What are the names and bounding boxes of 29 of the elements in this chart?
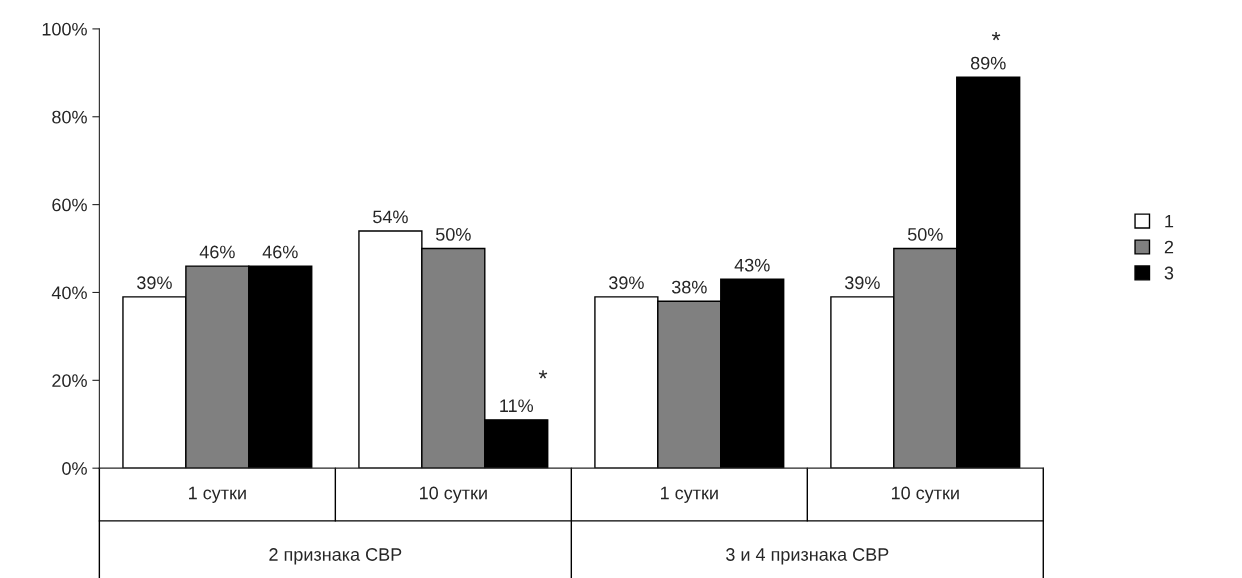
data-label: 50% bbox=[435, 228, 471, 241]
x-tick-label: 1 сутки bbox=[189, 486, 246, 503]
x-tick-label: 10 сутки bbox=[891, 486, 959, 503]
data-label: 39% bbox=[844, 276, 880, 290]
data-label: 43% bbox=[734, 258, 770, 272]
y-tick-label: 0% bbox=[62, 462, 87, 475]
data-label: 50% bbox=[907, 228, 943, 241]
annotation: * bbox=[991, 31, 1001, 41]
legend-label: 3 bbox=[1164, 266, 1174, 280]
legend-label: 2 bbox=[1164, 240, 1174, 254]
data-label: 46% bbox=[262, 245, 298, 259]
legend-label: 1 bbox=[1165, 214, 1174, 228]
text: 3 и 4 признака СВР bbox=[726, 548, 889, 565]
data-label: 39% bbox=[137, 276, 172, 290]
data-label: 54% bbox=[373, 210, 408, 224]
x-tick-label: 1 сутки bbox=[661, 486, 718, 503]
annotation: * bbox=[538, 370, 548, 379]
data-label: 39% bbox=[609, 276, 644, 290]
x-tick-label: 10 сутки bbox=[420, 486, 487, 503]
text: 2 признака СВР bbox=[269, 548, 402, 565]
y-tick-label: 100% bbox=[42, 22, 87, 36]
data-label: 38% bbox=[671, 280, 707, 294]
data-label: 11% bbox=[500, 399, 534, 413]
y-tick-label: 80% bbox=[52, 110, 87, 124]
y-tick-label: 40% bbox=[51, 286, 87, 300]
y-tick-label: 60% bbox=[52, 198, 87, 212]
data-label: 89% bbox=[970, 56, 1006, 70]
y-tick-label: 20% bbox=[52, 374, 87, 388]
data-label: 46% bbox=[199, 245, 235, 259]
